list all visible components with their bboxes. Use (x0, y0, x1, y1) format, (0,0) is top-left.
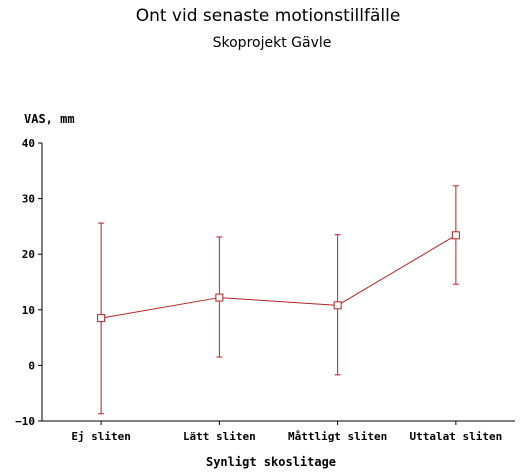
y-tick-label: 40 (22, 137, 35, 150)
y-tick-label: 10 (22, 304, 35, 317)
chart-subtitle: Skoprojekt Gävle (213, 35, 332, 51)
y-tick-label: 20 (22, 248, 35, 261)
data-point-marker (215, 293, 224, 302)
series-layer (97, 185, 460, 415)
data-point-marker (333, 301, 342, 310)
axes: −10 0 10 20 30 40 Ej sliten Lätt sliten Måttligt… (15, 137, 515, 443)
data-point-marker (97, 314, 106, 323)
y-tick-label: −10 (15, 415, 35, 428)
y-tick-label: 0 (28, 359, 35, 372)
chart-title: Ont vid senaste motionstillfälle (136, 6, 401, 26)
x-tick-label: Måttligt sliten (288, 430, 387, 443)
y-axis-label: VAS, mm (24, 112, 75, 126)
x-tick-label: Lätt sliten (183, 430, 256, 443)
x-axis-label: Synligt skoslitage (206, 455, 336, 469)
x-tick-label: Ej sliten (71, 430, 131, 443)
data-point-marker (451, 231, 460, 240)
series-line (101, 234, 457, 319)
y-tick-label: 30 (22, 193, 35, 206)
x-tick-label: Uttalat sliten (410, 430, 503, 443)
